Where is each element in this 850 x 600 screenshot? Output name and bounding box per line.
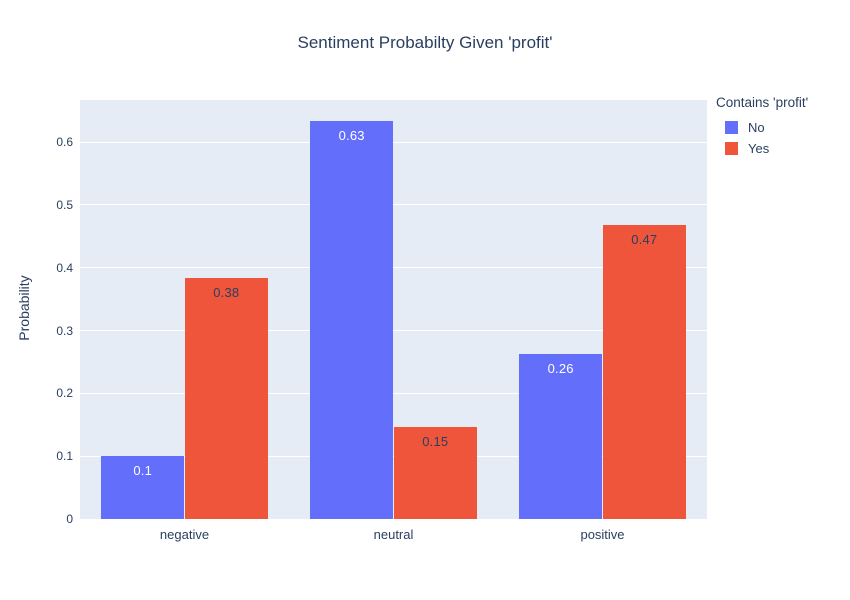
bar-no-negative[interactable]: 0.1 [100, 456, 185, 519]
y-tick-label: 0.4 [56, 260, 73, 275]
y-tick-label: 0 [66, 512, 73, 526]
legend-swatch-no-icon [725, 121, 738, 134]
legend-item-no[interactable]: No [716, 117, 808, 138]
legend-title: Contains 'profit' [716, 95, 809, 110]
bar-no-positive[interactable]: 0.26 [518, 353, 603, 519]
gridline [80, 330, 707, 332]
bar-yes-negative[interactable]: 0.38 [184, 278, 269, 519]
bar-value-label: 0.38 [213, 285, 240, 301]
chart-title: Sentiment Probabilty Given 'profit' [297, 33, 553, 52]
x-tick-label: positive [580, 527, 625, 542]
x-tick-label: negative [159, 527, 210, 542]
legend: Contains 'profit' No Yes [716, 95, 808, 159]
x-tick-label: neutral [373, 527, 414, 542]
gridline [80, 204, 707, 206]
plot-area: 0.1 0.63 0.26 0.38 0.15 0.47 [80, 100, 707, 520]
legend-items: No Yes [716, 117, 808, 159]
bar-yes-positive[interactable]: 0.47 [602, 225, 687, 519]
bar-value-label: 0.63 [338, 128, 365, 144]
gridline [80, 267, 707, 269]
bar-no-neutral[interactable]: 0.63 [309, 121, 394, 519]
y-tick-label: 0.2 [56, 386, 73, 401]
y-tick-label: 0.1 [56, 449, 73, 464]
bar-value-label: 0.47 [631, 232, 658, 248]
legend-swatch-yes-icon [725, 142, 738, 155]
bar-value-label: 0.26 [547, 360, 574, 376]
gridline [80, 392, 707, 394]
legend-item-yes[interactable]: Yes [716, 138, 808, 159]
bar-value-label: 0.1 [133, 463, 153, 479]
y-tick-label: 0.6 [56, 135, 73, 150]
y-axis-title: Probability [16, 275, 32, 341]
legend-item-label: No [748, 120, 765, 135]
y-tick-label: 0.5 [56, 197, 73, 212]
gridline [80, 141, 707, 143]
gridline [80, 518, 707, 520]
bar-value-label: 0.15 [422, 433, 449, 449]
bar-yes-neutral[interactable]: 0.15 [393, 426, 478, 519]
legend-item-label: Yes [748, 141, 770, 156]
y-tick-label: 0.3 [56, 323, 73, 338]
